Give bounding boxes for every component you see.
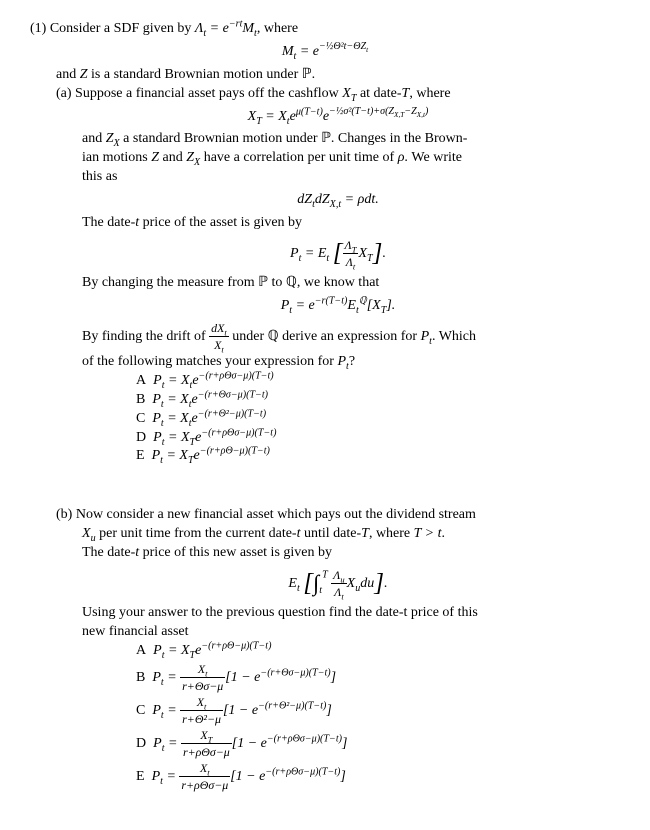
b-integral: Et [∫tT ΛuΛtXudu].	[56, 567, 620, 600]
opt-a-B: B Pt = Xte−(r+Θσ−μ)(T−t)	[136, 391, 620, 410]
part-a-label: (a)	[56, 86, 72, 101]
pt-formula: Pt = Et [ΛTΛtXT].	[56, 237, 620, 270]
intro-a: Consider a SDF given by	[50, 21, 195, 36]
intro-d: , where	[257, 21, 298, 36]
q-num: (1)	[30, 21, 46, 36]
part-b-label: (b)	[56, 507, 72, 522]
a-l7: By finding the drift of dXtXt under ℚ de…	[82, 320, 620, 372]
opt-b-C: C Pt = Xtr+Θ²−μ[1 − e−(r+Θ²−μ)(T−t)]	[136, 694, 620, 727]
b-l2: Xu per unit time from the current date-t…	[82, 525, 620, 563]
part-a: (a) Suppose a financial asset pays off t…	[56, 85, 620, 467]
b-l1: Now consider a new financial asset which…	[76, 507, 476, 522]
a-l6: By changing the measure from ℙ to ℚ, we …	[82, 274, 620, 293]
question-1: (1) Consider a SDF given by Λt = e−rtMt,…	[30, 20, 620, 793]
a-l2: and ZX a standard Brownian motion under …	[82, 130, 620, 187]
opt-b-B: B Pt = Xtr+Θσ−μ[1 − e−(r+Θσ−μ)(T−t)]	[136, 661, 620, 694]
bm-line: and Z is a standard Brownian motion unde…	[56, 66, 620, 85]
a-l1: Suppose a financial asset pays off the c…	[75, 86, 451, 101]
opt-b-D: D Pt = XTr+ρΘσ−μ[1 − e−(r+ρΘσ−μ)(T−t)]	[136, 727, 620, 760]
opt-a-A: A Pt = Xte−(r+ρΘσ−μ)(T−t)	[136, 372, 620, 391]
corr-formula: dZtdZX,t = ρdt.	[56, 191, 620, 210]
opt-a-C: C Pt = Xte−(r+Θ²−μ)(T−t)	[136, 410, 620, 429]
m-definition: Mt = e−½Θ²t−ΘZt	[30, 43, 620, 62]
opt-b-E: E Pt = Xtr+ρΘσ−μ[1 − e−(r+ρΘσ−μ)(T−t)]	[136, 760, 620, 793]
opt-b-A: A Pt = XTe−(r+ρΘ−μ)(T−t)	[136, 642, 620, 661]
opt-a-E: E Pt = XTe−(r+ρΘ−μ)(T−t)	[136, 447, 620, 466]
a-l5: The date-t price of the asset is given b…	[82, 214, 620, 233]
pq-formula: Pt = e−r(T−t)Etℚ[XT].	[56, 297, 620, 316]
part-b: (b) Now consider a new financial asset w…	[56, 506, 620, 793]
opt-a-D: D Pt = XTe−(r+ρΘσ−μ)(T−t)	[136, 429, 620, 448]
xt-formula: XT = Xteμ(T−t)e−½σ²(T−t)+σ(ZX,T−ZX,t)	[56, 108, 620, 127]
b-l4: Using your answer to the previous questi…	[82, 604, 620, 642]
